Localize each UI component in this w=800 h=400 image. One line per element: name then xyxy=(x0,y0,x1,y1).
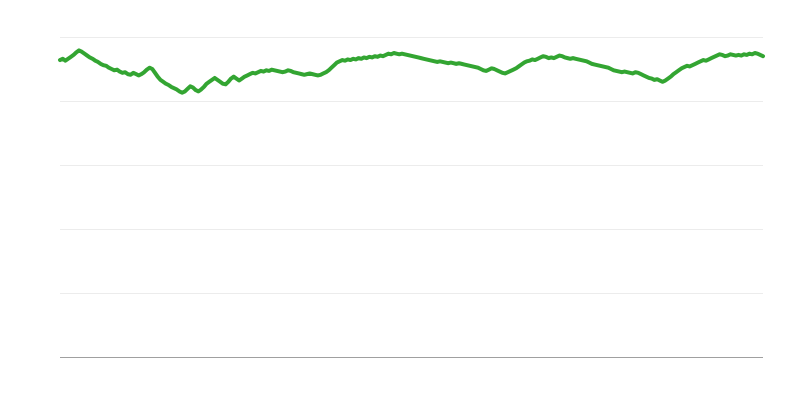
gridlines-group xyxy=(60,37,763,294)
series-line-1 xyxy=(58,48,765,95)
series-group xyxy=(58,48,765,95)
